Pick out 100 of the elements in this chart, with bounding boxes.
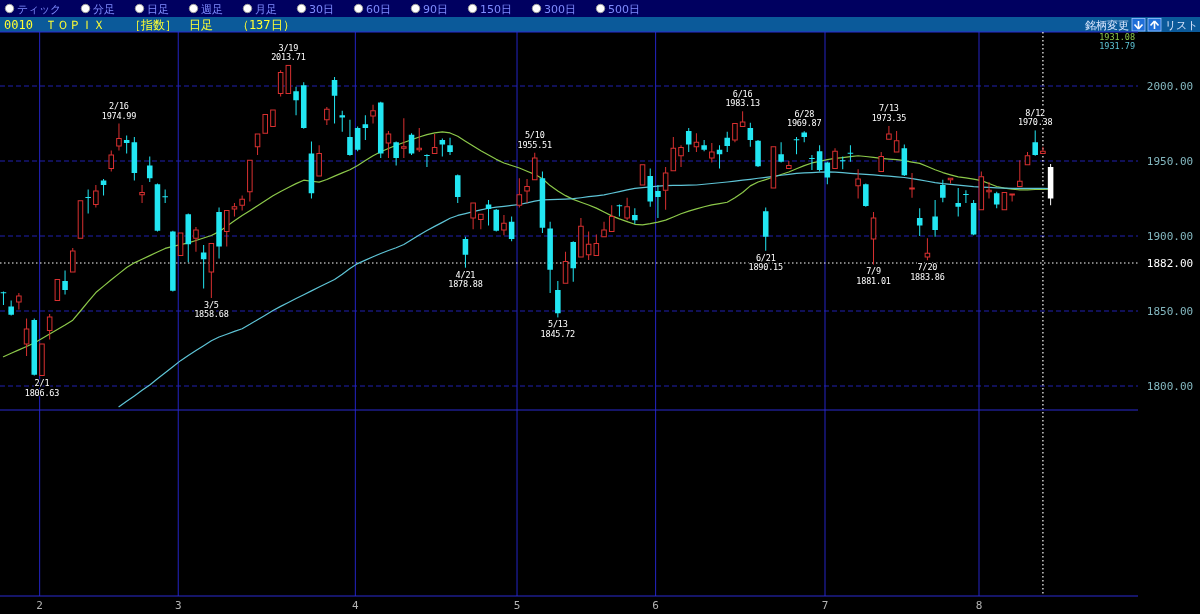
candlestick [701,139,707,152]
annotation: 7/20 1883.86 [910,262,945,282]
candlestick [316,144,322,177]
category-label: 日足 [147,3,169,16]
candlestick [401,117,407,159]
candlestick [555,280,561,318]
candlestick [955,187,961,217]
candlestick [824,161,831,185]
candlestick [732,123,738,143]
candlestick [362,114,369,141]
category-label: 300日 [544,3,576,16]
annotation: 8/12 1970.38 [1017,107,1053,128]
candlestick [470,202,476,230]
candlestick [940,179,946,203]
candlestick [454,174,461,204]
candlestick [408,132,415,156]
annotation: 5/10 1955.51 [517,130,553,150]
candlestick [562,251,569,284]
category-label: 500日 [608,3,640,16]
x-tick-label: 4 [352,599,360,612]
candlestick [354,126,361,152]
category-label: ティック [17,3,61,16]
candlestick [524,178,530,204]
candlestick [601,221,607,238]
text: リスト [1165,19,1198,32]
category-label: 月足 [255,3,277,16]
candlestick [116,123,122,151]
candlestick [986,181,992,199]
candlestick [608,204,615,232]
candlestick [139,184,145,204]
annotation: 6/21 1890.15 [748,252,784,273]
x-tick-label: 3 [174,599,182,612]
candlestick [1040,146,1046,154]
candlestick [832,147,838,169]
y-tick-label: 1850.00 [1146,305,1194,318]
candlestick [855,168,861,199]
candlestick [724,131,730,153]
x-tick-label: 7 [821,599,829,612]
candlestick [816,144,823,172]
annotation: 5/13 1845.72 [540,319,576,339]
candlestick [1017,159,1023,187]
candlestick [93,184,99,208]
x-tick-label: 5 [513,599,521,612]
candlestick [193,226,199,253]
candlestick [85,189,91,214]
annotation: 3/19 2013.71 [271,42,306,63]
candlestick [146,156,153,183]
candlestick [493,208,500,232]
candlestick [516,177,523,208]
candlestick [431,133,438,154]
candlestick [501,214,507,236]
candlestick [624,197,630,221]
y-tick-label: 1900.00 [1146,230,1194,243]
candlestick [747,122,754,148]
category-label: 150日 [480,3,512,16]
candlestick [424,153,430,168]
candlestick [177,232,184,256]
annotation: 7/13 1973.35 [871,103,907,123]
candlestick [208,243,215,299]
candlestick [462,236,469,269]
candlestick [447,137,453,156]
annotation: 3/5 1858.68 [194,299,229,320]
chart-title: 0010 ＴＯＰＩＸ ［指数］ 日足 （137日） [4,18,295,32]
candlestick [331,76,338,124]
annotation: 4/21 1878.88 [448,269,483,290]
candlestick [478,213,484,230]
category-label: 分足 [93,3,115,16]
candlestick [809,154,815,171]
candlestick [339,110,346,133]
candlestick [739,110,746,127]
candlestick [670,136,677,172]
text: 1931.08 [1099,32,1135,42]
candlestick [247,159,253,202]
annotation: 7/9 1881.01 [856,266,891,286]
candlestick [262,114,269,134]
y-tick-label: 1950.00 [1146,155,1194,168]
candlestick [1032,129,1038,157]
candlestick [678,144,684,168]
category-label: 週足 [201,3,223,16]
candlestick [223,210,230,247]
candlestick [324,106,330,126]
text: 銘柄変更 [1085,19,1129,32]
candlestick [347,119,353,157]
category-label: 60日 [366,3,391,16]
candlestick [578,217,584,258]
candlestick [270,109,276,127]
candlestick [639,164,646,186]
category-label: 30日 [309,3,334,16]
candlestick [254,133,261,156]
candlestick [963,189,969,204]
x-tick-label: 2 [36,599,43,612]
candlestick [1001,192,1008,211]
candlestick [778,141,784,163]
x-tick-label: 6 [652,599,659,612]
annotation: 2/16 1974.99 [101,101,137,121]
ref-line-label: 1882.00 [1146,257,1194,270]
candlestick [62,270,68,295]
category-label: 90日 [423,3,448,16]
annotation: 6/16 1983.13 [725,88,760,109]
candlestick [932,199,938,238]
